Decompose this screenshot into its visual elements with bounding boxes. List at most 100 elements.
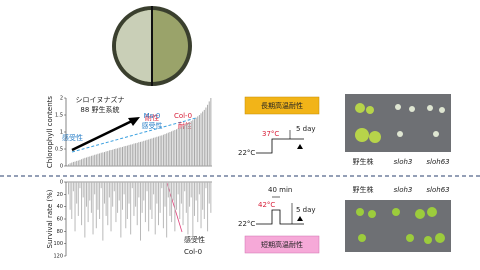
bar	[82, 182, 84, 198]
bar	[143, 140, 145, 166]
bar	[159, 135, 161, 166]
y-tick-label: 100	[53, 241, 63, 247]
bar	[120, 147, 122, 166]
bar	[210, 98, 212, 166]
y-tick-label: 40	[57, 204, 63, 210]
bar	[202, 182, 204, 210]
bar	[184, 125, 186, 166]
col0-label: Col-0	[174, 112, 192, 120]
species: シロイヌナズナ	[76, 95, 125, 104]
bar	[192, 120, 194, 166]
bar	[159, 182, 161, 213]
bar	[87, 156, 89, 166]
y-axis-label: Chlorophyll contents	[46, 96, 54, 168]
bar	[187, 182, 189, 235]
bar	[125, 182, 127, 229]
bar	[94, 154, 96, 166]
bar	[128, 182, 130, 204]
bar	[162, 182, 164, 229]
bar	[69, 182, 71, 210]
bar	[185, 124, 187, 166]
bar	[182, 126, 184, 166]
bar	[79, 182, 81, 189]
y-tick-label: 1.5	[55, 113, 63, 119]
photo-long	[345, 94, 451, 152]
bar	[130, 182, 132, 235]
bar	[128, 144, 130, 166]
bar	[179, 182, 181, 219]
y-axis-label: Survival rate (%)	[46, 189, 54, 248]
bar	[105, 151, 107, 166]
short-base: 22°C	[238, 220, 255, 228]
bar	[148, 182, 150, 232]
bar	[110, 182, 112, 232]
bar	[82, 158, 84, 166]
bar	[133, 143, 135, 166]
bar	[99, 182, 101, 219]
y-tick-label: 0.5	[55, 147, 63, 153]
bar	[76, 160, 78, 166]
bar	[154, 182, 156, 235]
bar	[97, 182, 99, 210]
bar	[195, 182, 197, 201]
bar	[110, 150, 112, 166]
bar	[198, 182, 200, 195]
bar	[177, 182, 179, 195]
bar	[156, 136, 158, 166]
long-base: 22°C	[238, 149, 255, 157]
bar	[149, 138, 151, 166]
bar	[113, 182, 115, 192]
bar	[190, 182, 192, 198]
bar	[176, 129, 177, 166]
bar	[95, 182, 97, 229]
bar	[202, 111, 204, 166]
bar	[95, 154, 97, 166]
long-heat: 37°C	[262, 130, 279, 138]
bar	[210, 182, 212, 213]
bar	[92, 182, 94, 235]
bar	[89, 156, 91, 166]
ms0-label: Ms-0	[144, 112, 161, 120]
bar	[84, 182, 86, 238]
bar	[176, 182, 177, 210]
bar	[148, 139, 150, 166]
y-tick-label: 0	[60, 164, 63, 170]
bar	[166, 133, 168, 166]
bar	[169, 182, 171, 216]
photo-label: sloh63	[426, 186, 449, 194]
bar	[126, 145, 128, 166]
bar	[102, 152, 104, 166]
photo-label: sloh3	[394, 158, 413, 166]
bar	[195, 117, 197, 166]
bar	[171, 131, 173, 166]
bar	[107, 151, 109, 166]
short-heat: 42°C	[258, 201, 275, 209]
long-marker	[297, 144, 303, 149]
photo-label: 野生株	[353, 157, 374, 166]
bar	[198, 115, 200, 166]
bar	[74, 182, 76, 232]
bar	[104, 182, 105, 204]
seedlings	[355, 103, 445, 143]
sensitive-half	[116, 10, 152, 82]
bar	[112, 182, 114, 207]
bar	[104, 152, 105, 166]
short-term-title: 短期高温耐性	[261, 240, 303, 249]
bar	[174, 182, 176, 232]
bar	[72, 182, 74, 192]
long-profile	[256, 138, 304, 154]
bar	[135, 182, 137, 207]
bar	[144, 182, 146, 223]
bar	[172, 182, 174, 201]
bar	[87, 182, 89, 223]
bar	[68, 164, 69, 166]
bar	[102, 182, 104, 241]
bar	[153, 182, 155, 195]
bar	[149, 182, 151, 210]
bar	[158, 182, 159, 226]
bar	[156, 182, 158, 204]
short-period: 5 day	[296, 206, 316, 214]
bar	[153, 137, 155, 166]
bar	[94, 182, 96, 195]
